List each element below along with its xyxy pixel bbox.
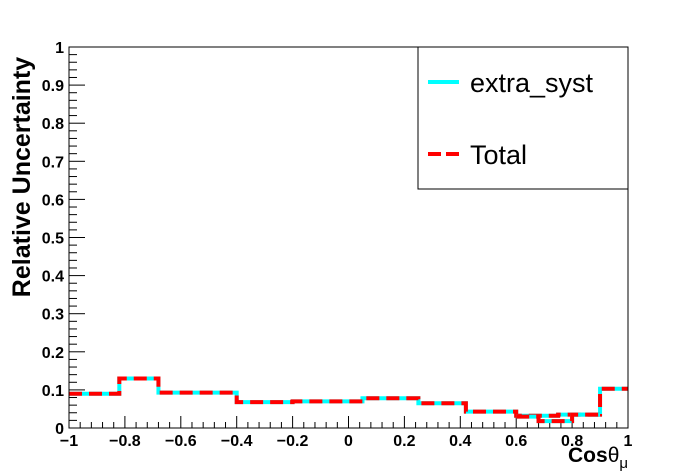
series-layer bbox=[69, 376, 628, 424]
y-tick-label: 0.7 bbox=[42, 154, 64, 171]
x-axis-title-theta: θ bbox=[608, 444, 620, 467]
legend-box bbox=[417, 46, 629, 190]
y-tick-label: 0.8 bbox=[42, 116, 64, 133]
y-tick-label: 1 bbox=[55, 40, 64, 57]
y-tick-label: 0.2 bbox=[42, 345, 64, 362]
legend: extra_syst Total bbox=[417, 46, 629, 190]
y-tick-label: 0.3 bbox=[42, 307, 64, 324]
plot-frame bbox=[68, 46, 629, 429]
x-tick-label: −1 bbox=[60, 433, 78, 450]
x-tick-label: 0.6 bbox=[505, 433, 527, 450]
x-axis-title: Cosθμ bbox=[568, 444, 628, 472]
series-total-low-steps bbox=[516, 412, 601, 424]
y-tick-label: 0.5 bbox=[42, 231, 64, 248]
x-tick-label: −0.6 bbox=[165, 433, 197, 450]
x-tick-label: 0.4 bbox=[449, 433, 471, 450]
legend-label-total: Total bbox=[470, 140, 527, 170]
x-tick-label: 1 bbox=[624, 433, 633, 450]
x-tick-label: 0.2 bbox=[393, 433, 415, 450]
x-tick-label: 0.8 bbox=[561, 433, 583, 450]
x-tick-label: −0.4 bbox=[221, 433, 253, 450]
y-tick-label: 0.6 bbox=[42, 192, 64, 209]
x-axis-title-main: Cos bbox=[568, 444, 608, 467]
y-axis-title: Relative Uncertainty bbox=[8, 57, 36, 297]
tick-labels: −1 −0.8 −0.6 −0.4 −0.2 0 0.2 0.4 0.6 0.8 1 0 0.1 0.2 0… bbox=[42, 40, 633, 450]
y-tick-label: 0.4 bbox=[42, 269, 64, 286]
legend-label-extra-syst: extra_syst bbox=[470, 68, 594, 98]
series-total-line bbox=[69, 376, 628, 418]
y-tick-label: 0 bbox=[55, 421, 64, 438]
series-extra-syst-line bbox=[69, 376, 628, 418]
x-axis-title-sub: μ bbox=[619, 455, 628, 472]
y-tick-label: 0.9 bbox=[42, 78, 64, 95]
x-tick-label: −0.8 bbox=[109, 433, 141, 450]
x-tick-label: 0 bbox=[344, 433, 353, 450]
axis-ticks bbox=[68, 46, 629, 429]
x-tick-label: −0.2 bbox=[277, 433, 309, 450]
y-tick-label: 0.1 bbox=[42, 383, 64, 400]
